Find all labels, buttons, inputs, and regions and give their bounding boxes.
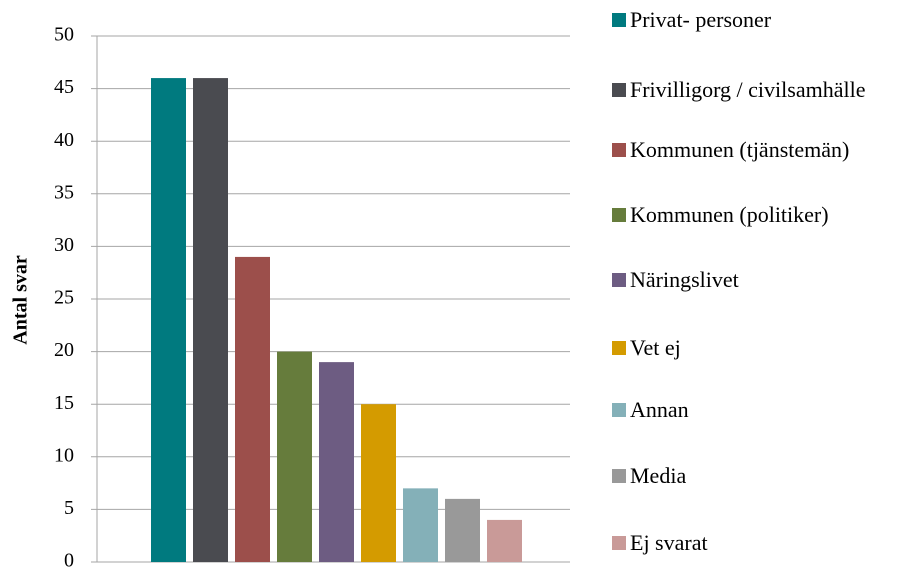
legend-swatch <box>612 341 626 355</box>
legend-item: Vet ej <box>612 331 902 364</box>
legend-label: Annan <box>630 397 689 422</box>
legend-item: Kommunen (tjänstemän) <box>612 133 902 166</box>
legend-item: Privat- personer <box>612 3 902 36</box>
bar <box>361 404 396 562</box>
bar <box>319 362 354 562</box>
legend-swatch <box>612 273 626 287</box>
y-tick-label: 10 <box>54 444 74 466</box>
legend-swatch <box>612 469 626 483</box>
legend-item: Kommunen (politiker) <box>612 198 902 231</box>
y-axis-title: Antal svar <box>10 255 32 345</box>
legend-label: Ej svarat <box>630 530 708 555</box>
legend-label: Kommunen (tjänstemän) <box>630 137 850 162</box>
legend-item: Ej svarat <box>612 526 902 559</box>
bar <box>235 256 270 562</box>
y-tick-label: 45 <box>54 76 74 98</box>
y-tick-label: 50 <box>54 24 74 46</box>
y-tick-label: 35 <box>54 181 74 203</box>
legend-swatch <box>612 83 626 97</box>
bar <box>277 351 312 562</box>
legend-label: Näringslivet <box>630 267 739 292</box>
bar <box>487 519 522 562</box>
legend-label: Media <box>630 463 687 488</box>
legend-label: Frivilligorg / civilsamhälle <box>630 77 866 102</box>
legend-item: Annan <box>612 393 902 426</box>
legend-swatch <box>612 536 626 550</box>
legend-item: Frivilligorg / civilsamhälle <box>612 73 902 106</box>
bar <box>445 498 480 562</box>
y-tick-label: 15 <box>54 392 74 414</box>
legend-swatch <box>612 208 626 222</box>
y-tick-label: 30 <box>54 234 74 256</box>
legend-label: Kommunen (politiker) <box>630 202 829 227</box>
y-tick-label: 40 <box>54 129 74 151</box>
y-tick-label: 0 <box>64 550 74 572</box>
legend-swatch <box>612 143 626 157</box>
legend-item: Näringslivet <box>612 263 902 296</box>
y-tick-label: 25 <box>54 287 74 309</box>
legend-swatch <box>612 403 626 417</box>
y-tick-label: 20 <box>54 339 74 361</box>
legend-label: Privat- personer <box>630 7 772 32</box>
y-tick-label: 5 <box>64 497 74 519</box>
legend-swatch <box>612 13 626 27</box>
bar <box>403 488 438 562</box>
bar <box>151 78 186 562</box>
bar <box>193 78 228 562</box>
legend-label: Vet ej <box>630 335 681 360</box>
legend-item: Media <box>612 459 902 492</box>
